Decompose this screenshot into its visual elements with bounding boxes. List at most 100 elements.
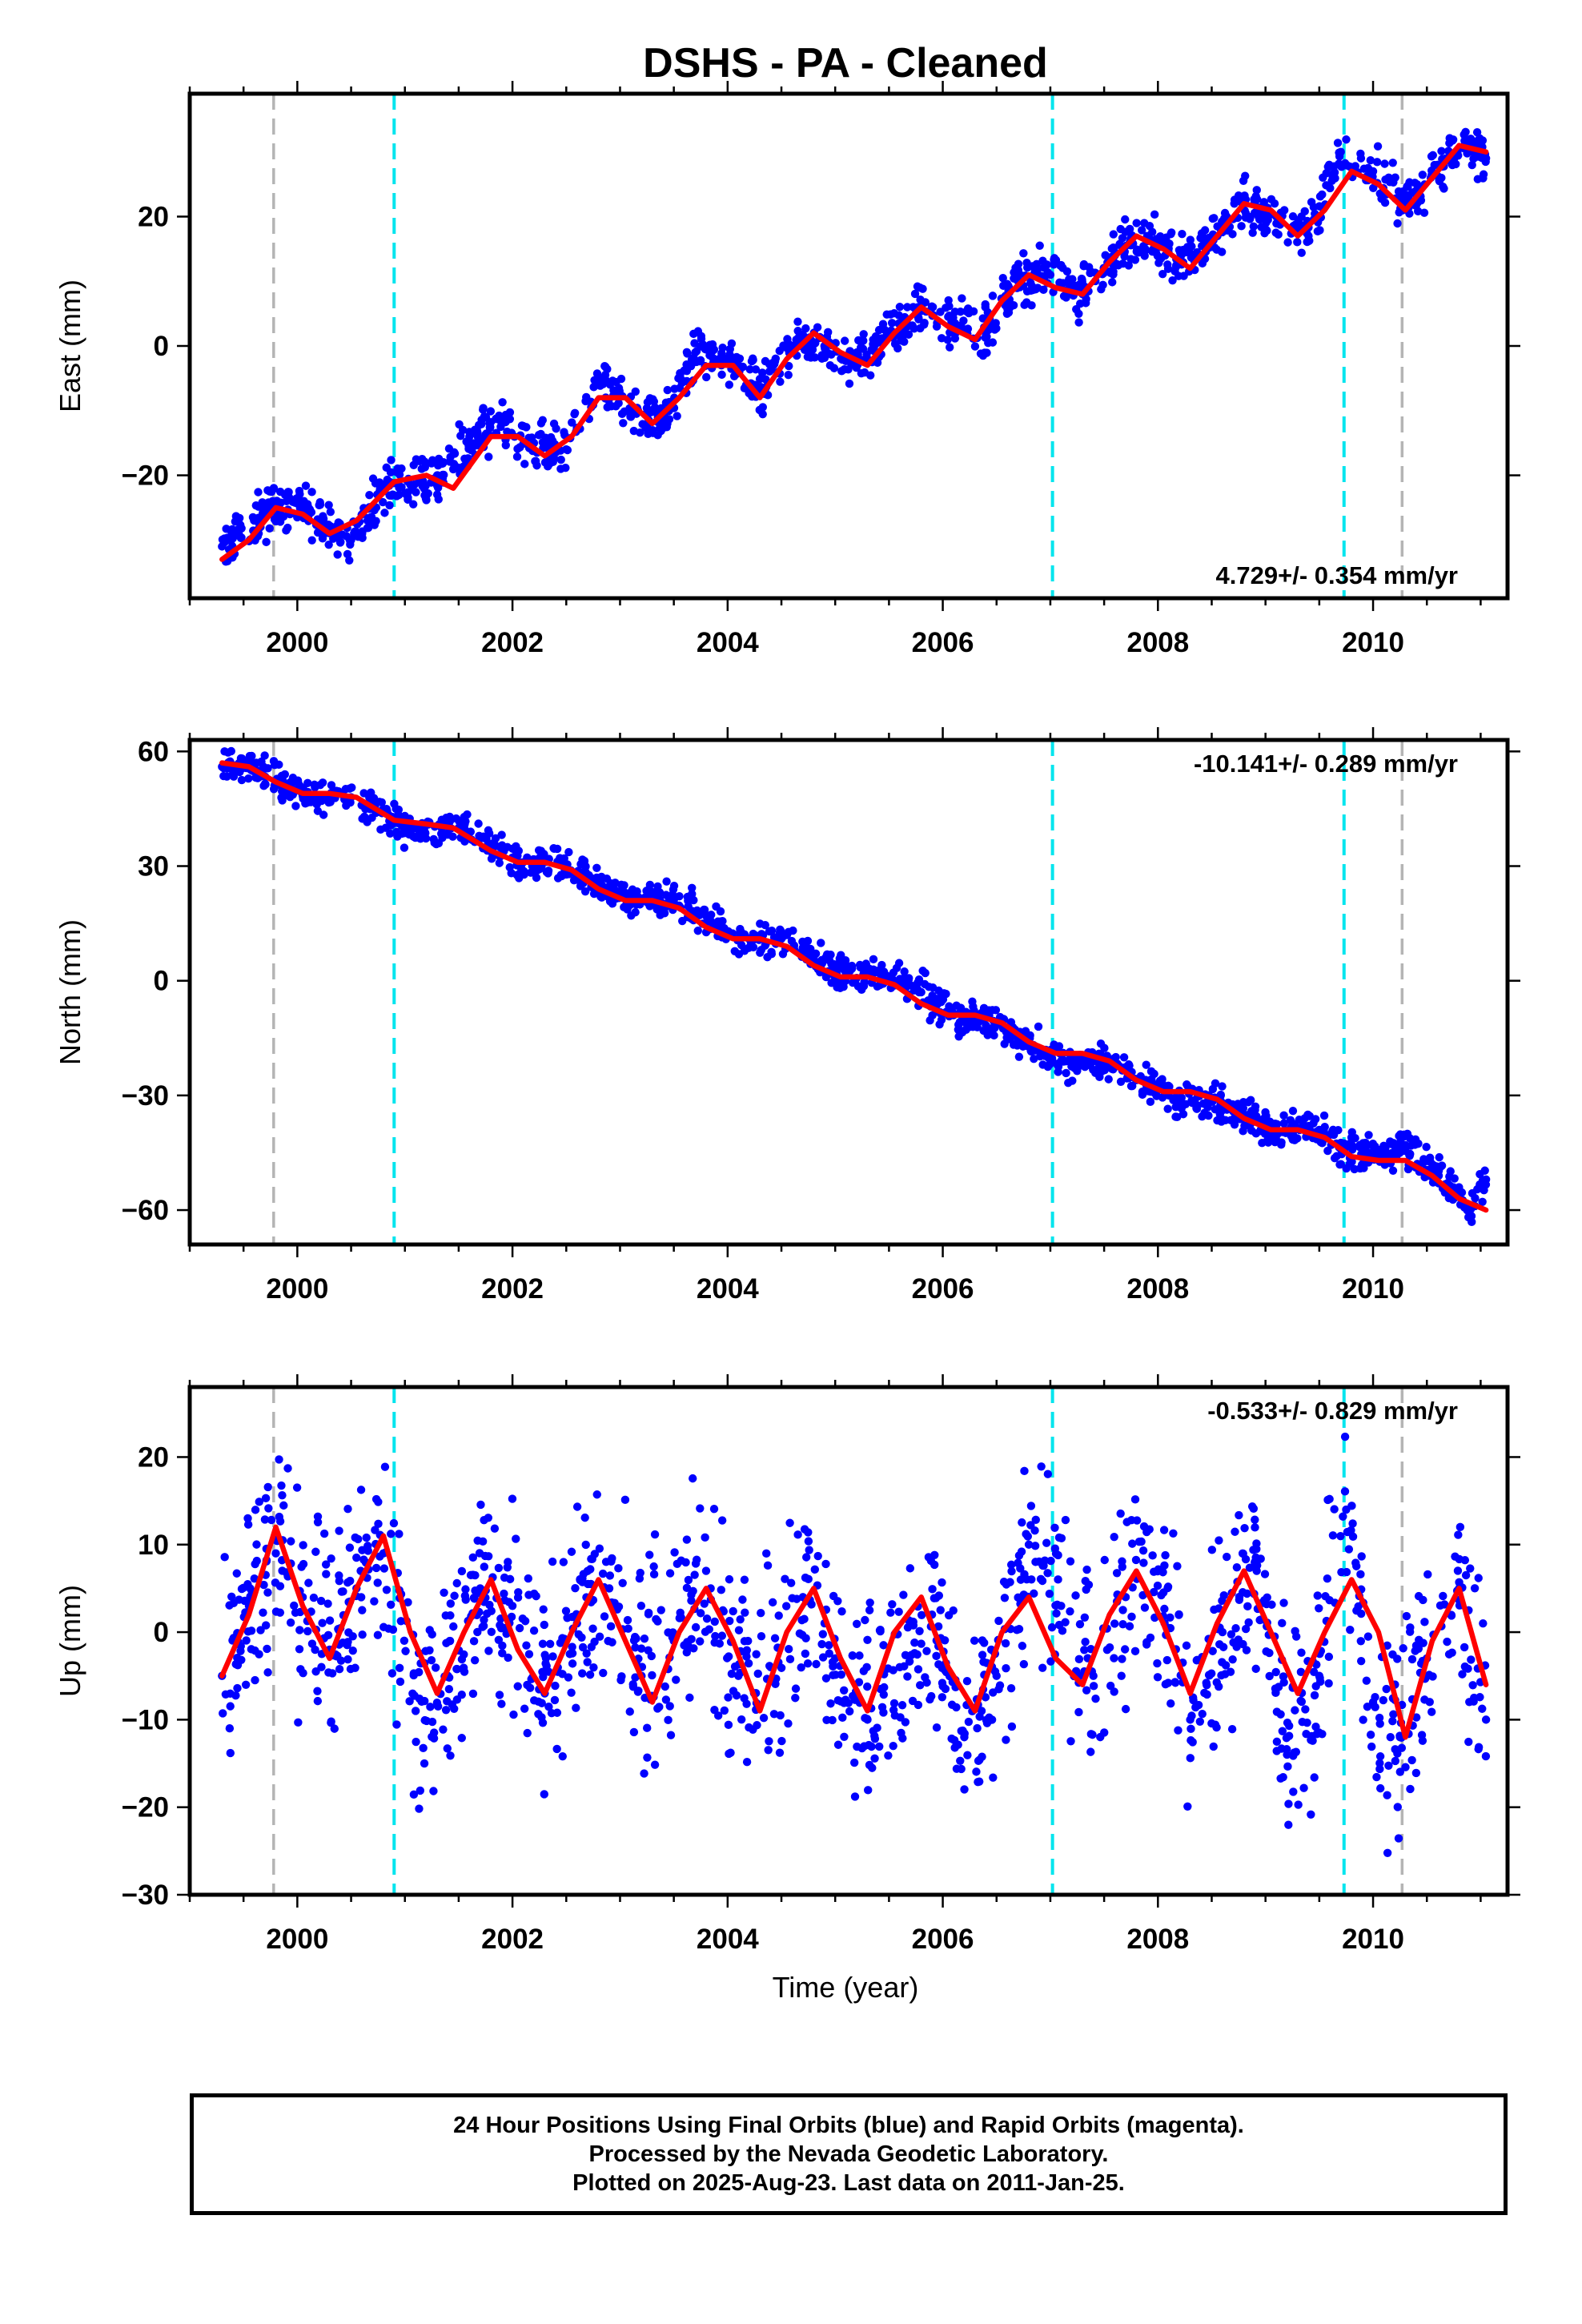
up-y-tick-label: 10 [138, 1530, 169, 1561]
up-daily-point [797, 1615, 806, 1625]
north-daily-point [1104, 1075, 1113, 1084]
up-daily-point [838, 1713, 847, 1723]
east-x-tick-label: 2004 [697, 627, 759, 658]
up-daily-point [889, 1699, 899, 1708]
up-daily-point [504, 1653, 512, 1663]
up-daily-point [1023, 1532, 1033, 1541]
east-x-tick-label: 2002 [481, 627, 544, 658]
east-daily-point [365, 491, 374, 500]
north-daily-point [1261, 1112, 1271, 1121]
east-daily-point [900, 337, 909, 346]
up-daily-point [764, 1746, 773, 1755]
up-daily-point [405, 1697, 414, 1706]
up-daily-point [1006, 1578, 1014, 1586]
up-daily-point [1313, 1591, 1322, 1600]
up-daily-point [696, 1637, 705, 1646]
up-daily-point [632, 1634, 640, 1643]
up-daily-point [956, 1756, 965, 1765]
east-daily-point [363, 523, 373, 533]
east-daily-point [805, 352, 814, 361]
up-daily-point [530, 1696, 539, 1705]
up-daily-point [343, 1504, 352, 1514]
up-daily-point [618, 1578, 627, 1588]
up-daily-point [926, 1695, 934, 1704]
east-daily-point [619, 419, 628, 428]
up-daily-point [251, 1675, 259, 1685]
north-x-tick-label: 2006 [912, 1273, 974, 1305]
up-daily-point [744, 1659, 753, 1668]
east-daily-point [1022, 287, 1032, 296]
east-daily-point [1002, 279, 1012, 288]
north-daily-point [1054, 1062, 1063, 1072]
up-daily-point [1339, 1512, 1347, 1521]
up-daily-point [441, 1706, 451, 1715]
up-daily-point [1274, 1683, 1283, 1691]
north-daily-point [444, 830, 452, 839]
east-daily-point [295, 486, 304, 496]
up-daily-point [774, 1611, 783, 1620]
up-daily-point [485, 1600, 494, 1610]
up-daily-point [505, 1574, 515, 1584]
up-daily-point [1245, 1563, 1255, 1572]
east-daily-point [699, 340, 708, 349]
up-x-tick-label: 2008 [1126, 1924, 1189, 1955]
east-daily-point [903, 303, 912, 312]
east-daily-point [1448, 136, 1457, 145]
up-daily-point [1278, 1727, 1287, 1735]
up-daily-point [484, 1552, 493, 1561]
east-daily-point [552, 424, 560, 433]
north-daily-point [227, 746, 236, 756]
up-daily-point [319, 1529, 329, 1538]
up-daily-point [825, 1649, 833, 1658]
up-daily-point [604, 1636, 612, 1646]
up-daily-point [803, 1659, 813, 1668]
up-daily-point [243, 1627, 253, 1636]
east-daily-point [283, 488, 292, 497]
up-daily-point [509, 1710, 518, 1719]
east-daily-point [1252, 186, 1261, 195]
up-daily-point [1279, 1772, 1287, 1782]
north-daily-point [693, 927, 702, 935]
up-daily-point [371, 1494, 381, 1504]
up-daily-point [1251, 1523, 1259, 1532]
east-daily-point [501, 440, 510, 450]
east-daily-point [944, 296, 953, 305]
east-daily-point [617, 409, 627, 419]
up-daily-point [786, 1578, 796, 1587]
up-daily-point [944, 1610, 954, 1620]
up-daily-point [1363, 1703, 1372, 1711]
up-daily-point [1038, 1663, 1047, 1672]
up-daily-point [545, 1639, 555, 1649]
north-daily-point [229, 772, 239, 781]
up-daily-point [556, 1638, 565, 1647]
up-daily-point [568, 1612, 576, 1622]
up-daily-point [1014, 1558, 1022, 1567]
up-daily-point [1241, 1554, 1251, 1564]
east-frame [187, 91, 1510, 601]
north-daily-point [1142, 1060, 1150, 1069]
north-daily-point [1359, 1164, 1368, 1172]
north-daily-point [860, 978, 869, 987]
up-daily-point [1042, 1538, 1051, 1547]
east-daily-point [301, 481, 311, 490]
up-daily-point [1112, 1569, 1122, 1578]
up-daily-point [1203, 1681, 1211, 1690]
up-daily-point [299, 1541, 307, 1550]
up-daily-point [717, 1516, 727, 1525]
up-daily-point [840, 1699, 849, 1707]
up-daily-point [653, 1617, 662, 1626]
up-daily-point [1388, 1650, 1397, 1659]
up-daily-point [1231, 1527, 1239, 1536]
up-daily-point [548, 1557, 557, 1566]
east-daily-point [988, 338, 998, 347]
east-daily-point [1372, 158, 1382, 167]
up-daily-point [389, 1518, 399, 1528]
up-daily-point [572, 1703, 580, 1712]
east-daily-point [709, 353, 717, 363]
east-daily-point [520, 460, 529, 468]
east-daily-point [656, 426, 665, 436]
up-daily-point [309, 1593, 319, 1602]
east-daily-point [220, 534, 229, 543]
east-daily-point [1118, 234, 1127, 243]
up-daily-point [420, 1696, 429, 1706]
